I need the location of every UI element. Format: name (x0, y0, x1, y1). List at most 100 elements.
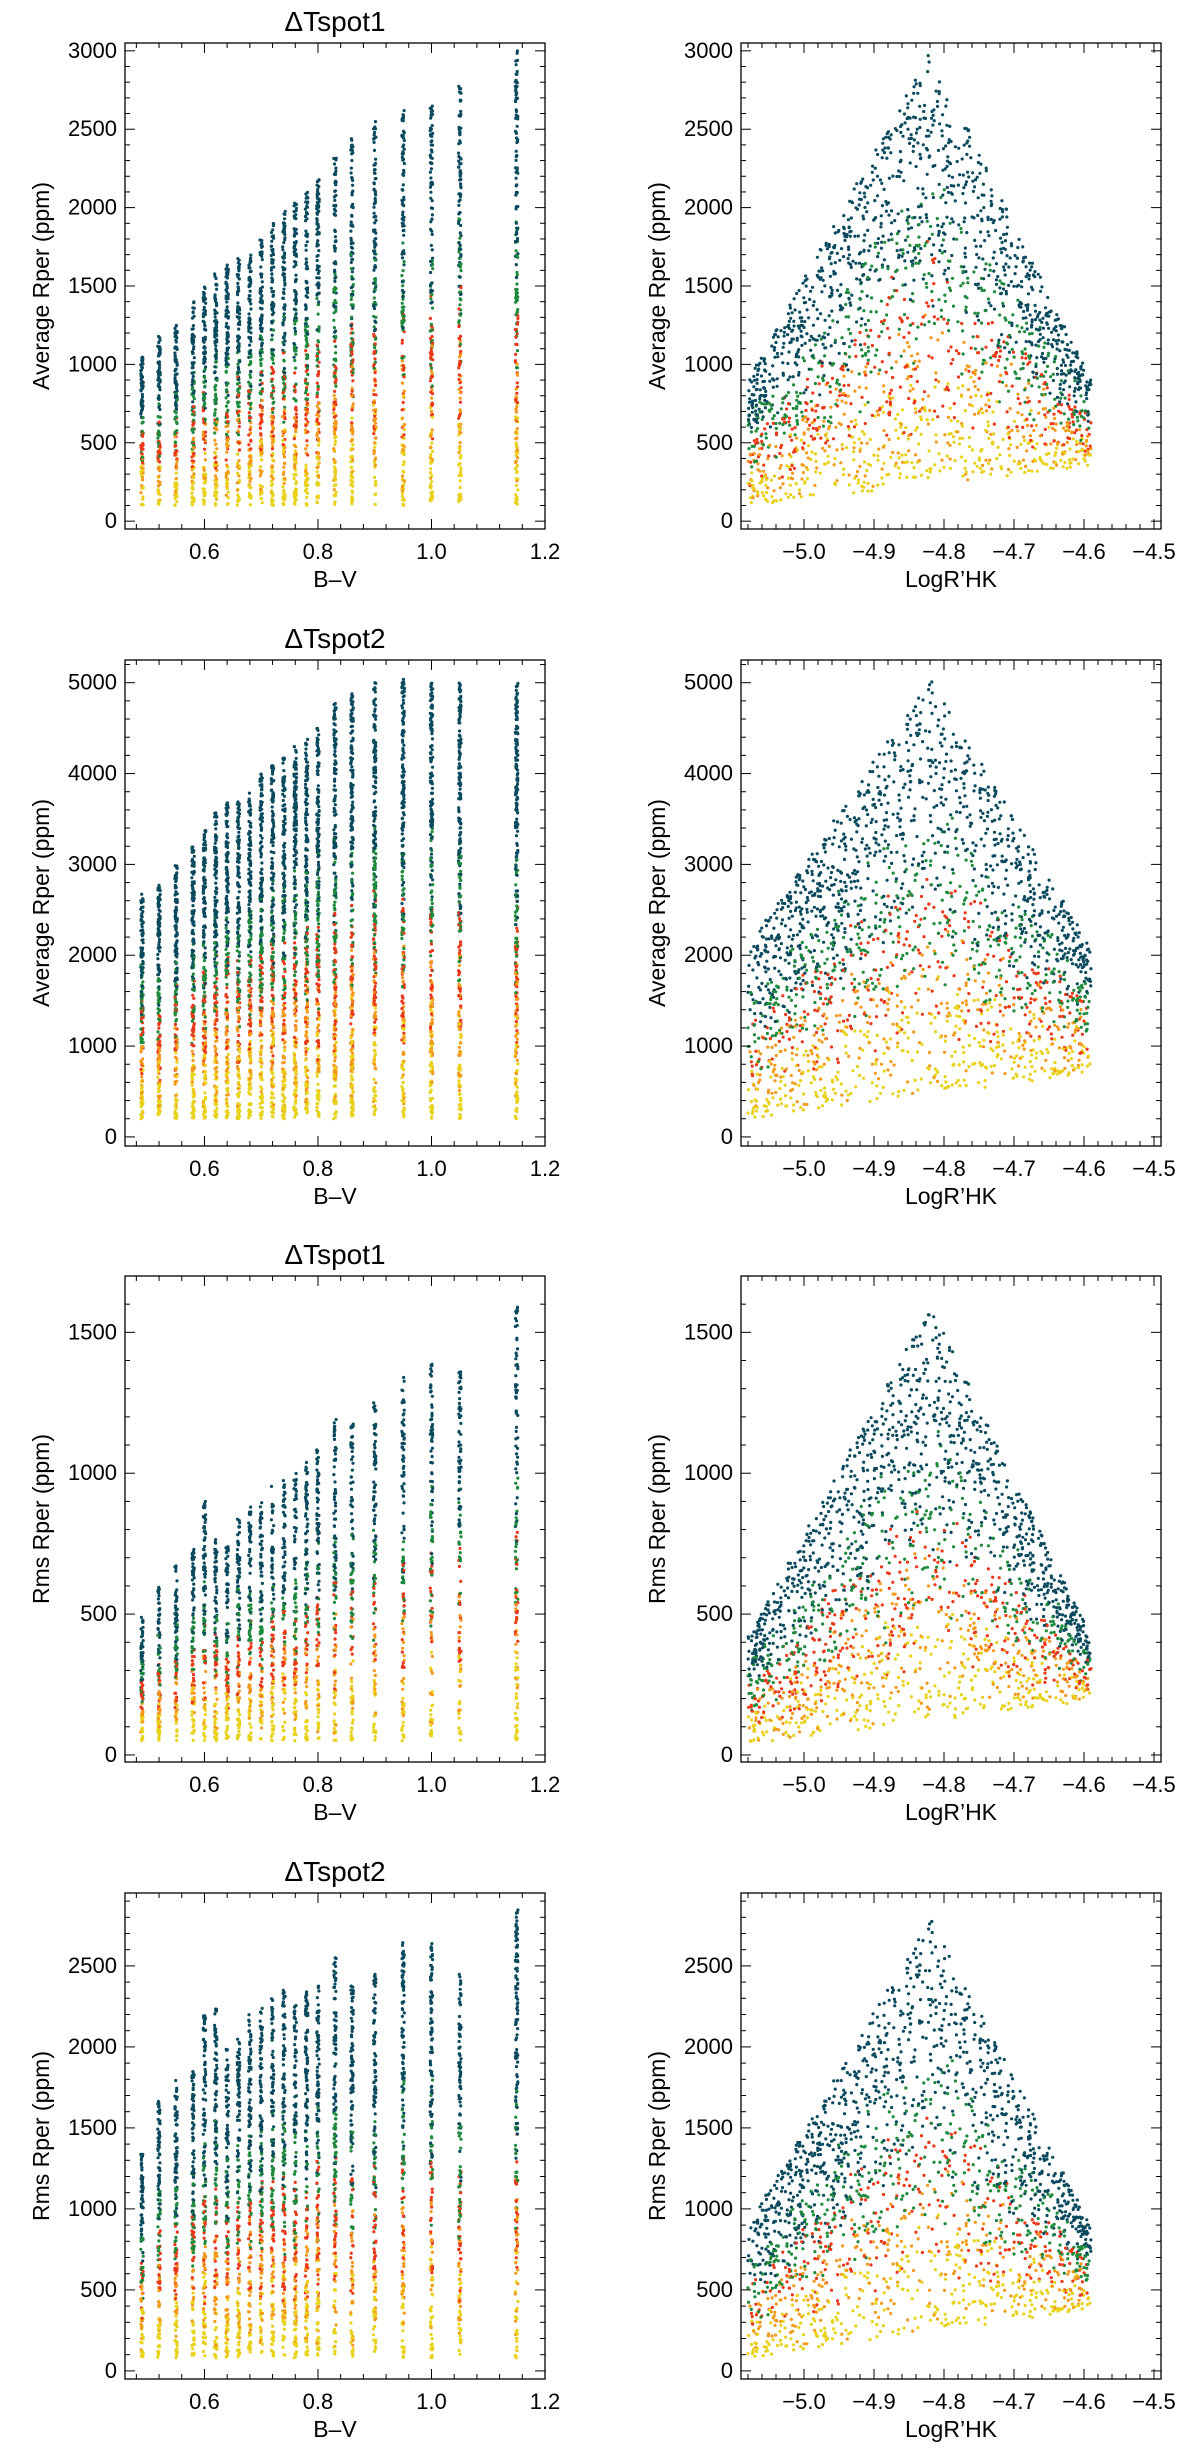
data-point (271, 411, 275, 415)
data-point (247, 389, 251, 393)
data-point (847, 433, 851, 438)
data-point (907, 449, 911, 453)
data-point (853, 418, 858, 422)
data-point (909, 133, 913, 137)
data-point (373, 265, 377, 269)
data-point (834, 387, 838, 391)
data-point (260, 443, 264, 447)
data-point (949, 362, 953, 366)
data-point (809, 434, 814, 438)
data-point (1030, 261, 1034, 265)
data-point (139, 465, 143, 469)
data-point (269, 498, 274, 502)
data-point (458, 391, 462, 395)
data-point (305, 443, 309, 448)
data-point (911, 322, 915, 326)
data-point (457, 422, 461, 426)
data-point (990, 202, 994, 206)
data-point (1055, 372, 1060, 376)
data-point (402, 173, 406, 177)
data-point (1009, 280, 1013, 284)
data-point (237, 405, 241, 409)
data-point (1045, 386, 1049, 390)
data-point (858, 278, 862, 282)
data-point (429, 110, 433, 114)
data-point (428, 485, 432, 489)
data-point (1045, 382, 1049, 387)
data-point (458, 339, 462, 344)
data-point (458, 381, 462, 385)
data-point (350, 495, 354, 499)
data-point (373, 378, 377, 382)
data-point (458, 303, 462, 307)
data-point (1004, 318, 1008, 322)
data-point (763, 398, 767, 402)
data-point (829, 344, 833, 348)
data-point (906, 235, 910, 239)
data-point (316, 387, 320, 391)
data-point (430, 375, 434, 379)
data-point (946, 266, 951, 270)
data-point (514, 78, 518, 82)
data-point (351, 189, 355, 193)
data-point (283, 371, 287, 375)
data-point (1062, 443, 1066, 447)
data-point (282, 312, 286, 316)
data-point (373, 189, 377, 193)
data-point (927, 449, 931, 453)
data-point (305, 212, 309, 216)
data-point (969, 156, 973, 160)
data-point (157, 499, 161, 503)
data-point (260, 398, 264, 403)
data-point (293, 453, 297, 457)
data-point (945, 98, 949, 102)
data-point (848, 199, 852, 203)
data-point (332, 156, 336, 161)
data-point (332, 457, 336, 461)
data-point (203, 355, 207, 359)
data-point (937, 182, 941, 186)
data-point (350, 502, 354, 506)
data-point (839, 247, 844, 251)
data-point (372, 140, 376, 144)
data-point (844, 401, 848, 405)
data-point (1031, 445, 1035, 449)
data-point (249, 370, 253, 374)
data-point (890, 295, 895, 299)
data-point (333, 432, 337, 436)
data-point (459, 262, 463, 266)
data-point (316, 357, 320, 361)
data-point (1012, 355, 1016, 359)
data-point (870, 489, 874, 493)
data-point (747, 413, 751, 417)
data-point (766, 457, 770, 461)
data-point (429, 155, 433, 159)
data-point (812, 300, 816, 304)
data-point (746, 423, 750, 427)
data-point (849, 303, 853, 307)
data-point (293, 496, 297, 500)
data-point (282, 256, 287, 260)
data-point (950, 253, 954, 258)
data-point (459, 177, 463, 182)
data-point (259, 370, 263, 374)
data-point (809, 348, 813, 352)
data-point (225, 450, 229, 454)
data-point (984, 166, 988, 170)
data-point (457, 416, 461, 420)
data-point (829, 415, 833, 419)
data-point (202, 380, 206, 384)
data-point (224, 473, 229, 477)
data-point (891, 450, 895, 455)
data-point (946, 155, 950, 159)
data-point (956, 386, 960, 390)
data-point (306, 453, 310, 457)
data-point (332, 339, 337, 343)
data-point (315, 212, 319, 216)
data-point (349, 474, 353, 478)
data-point (912, 138, 917, 142)
data-point (956, 320, 960, 324)
data-point (837, 383, 842, 387)
data-point (293, 390, 297, 394)
data-point (401, 463, 405, 467)
